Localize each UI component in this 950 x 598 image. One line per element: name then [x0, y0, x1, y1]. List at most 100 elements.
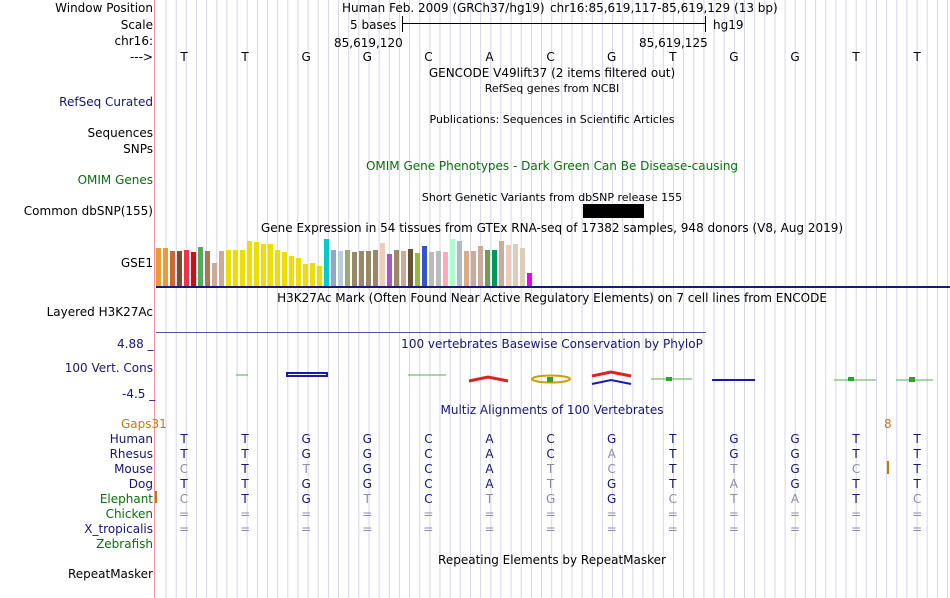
- gtex-bar-5[interactable]: [184, 249, 189, 286]
- species-label-dog[interactable]: Dog: [128, 477, 153, 491]
- repeat-track-label[interactable]: RepeatMasker: [67, 567, 153, 581]
- gtex-bar-48[interactable]: [485, 249, 490, 286]
- pubs-track-title[interactable]: Publications: Sequences in Scientific Ar…: [429, 113, 675, 126]
- species-label-rhesus[interactable]: Rhesus: [109, 447, 153, 461]
- gtex-bar-17[interactable]: [268, 243, 273, 286]
- gtex-bar-38[interactable]: [415, 253, 420, 286]
- cons-track-label[interactable]: 100 Vert. Cons: [64, 361, 153, 375]
- gtex-bar-12[interactable]: [233, 249, 238, 286]
- h3k27-track-label[interactable]: Layered H3K27Ac: [46, 305, 153, 319]
- refseq-track-label[interactable]: RefSeq Curated: [59, 95, 153, 109]
- gtex-bar-18[interactable]: [275, 249, 280, 286]
- gtex-bar-44[interactable]: [457, 240, 462, 286]
- gencode-track-title[interactable]: GENCODE V49lift37 (2 items filtered out): [428, 66, 676, 80]
- align-base: =: [912, 507, 923, 521]
- gtex-bar-24[interactable]: [317, 265, 322, 286]
- align-base: =: [484, 507, 495, 521]
- snps-track-label[interactable]: SNPs: [123, 142, 153, 156]
- species-label-human[interactable]: Human: [109, 432, 153, 446]
- gtex-bar-54[interactable]: [527, 272, 532, 286]
- gtex-bar-10[interactable]: [219, 251, 224, 286]
- gtex-bar-14[interactable]: [247, 240, 252, 286]
- gtex-bar-34[interactable]: [387, 254, 392, 286]
- gtex-bar-31[interactable]: [366, 250, 371, 286]
- snp-feature[interactable]: [583, 204, 644, 218]
- gse-track-label[interactable]: GSE1: [120, 256, 153, 270]
- gtex-bar-8[interactable]: [205, 251, 210, 286]
- align-base: C: [912, 492, 922, 506]
- gtex-bar-13[interactable]: [240, 249, 245, 286]
- gtex-bar-43[interactable]: [450, 239, 455, 286]
- species-label-elephant[interactable]: Elephant: [99, 492, 153, 506]
- species-label-chicken[interactable]: Chicken: [105, 507, 153, 521]
- cons-max-value: 4.88 _: [117, 337, 154, 351]
- gtex-bar-53[interactable]: [520, 247, 525, 286]
- gtex-bar-37[interactable]: [408, 248, 413, 286]
- coord-left: 85,619,120: [334, 36, 403, 50]
- logo-mark-10: [666, 377, 672, 381]
- gtex-bar-39[interactable]: [422, 245, 427, 286]
- gtex-bar-26[interactable]: [331, 249, 336, 286]
- gtex-bar-51[interactable]: [506, 244, 511, 286]
- refseq-track-title[interactable]: RefSeq genes from NCBI: [484, 82, 620, 95]
- align-base: C: [424, 432, 433, 446]
- species-label-mouse[interactable]: Mouse: [114, 462, 153, 476]
- omim-track-title[interactable]: OMIM Gene Phenotypes - Dark Green Can Be…: [365, 159, 739, 173]
- sequences-track-label[interactable]: Sequences: [87, 126, 153, 140]
- gtex-bar-35[interactable]: [394, 249, 399, 286]
- gtex-bar-40[interactable]: [429, 252, 434, 286]
- gtex-bar-50[interactable]: [499, 240, 504, 286]
- gtex-bar-16[interactable]: [261, 243, 266, 286]
- gtex-bar-23[interactable]: [310, 263, 315, 286]
- gtex-bar-21[interactable]: [296, 258, 301, 286]
- gtex-bar-46[interactable]: [471, 251, 476, 286]
- gtex-bar-36[interactable]: [401, 251, 406, 286]
- gtex-bar-29[interactable]: [352, 252, 357, 286]
- dbsnp-track-title[interactable]: Short Genetic Variants from dbSNP releas…: [421, 191, 683, 204]
- gtex-bar-45[interactable]: [464, 251, 469, 286]
- species-label-zebrafish[interactable]: Zebrafish: [96, 537, 153, 551]
- align-base: G: [362, 432, 372, 446]
- gtex-bar-6[interactable]: [191, 252, 196, 286]
- gtex-bar-11[interactable]: [226, 249, 231, 286]
- align-base: T: [852, 447, 860, 461]
- align-base: G: [301, 447, 311, 461]
- gtex-bar-chart[interactable]: [156, 238, 536, 286]
- repeat-track-title[interactable]: Repeating Elements by RepeatMasker: [438, 553, 666, 567]
- gtex-bar-33[interactable]: [380, 242, 385, 286]
- gtex-bar-52[interactable]: [513, 243, 518, 286]
- dbsnp-track-label[interactable]: Common dbSNP(155): [23, 204, 153, 218]
- coord-right: 85,619,125: [639, 36, 708, 50]
- gtex-bar-7[interactable]: [198, 246, 203, 286]
- gtex-bar-42[interactable]: [443, 252, 448, 286]
- gtex-bar-49[interactable]: [492, 249, 497, 286]
- gtex-bar-41[interactable]: [436, 250, 441, 286]
- gtex-bar-2[interactable]: [163, 247, 168, 286]
- gtex-bar-20[interactable]: [289, 256, 294, 286]
- gtex-bar-15[interactable]: [254, 241, 259, 286]
- gtex-bar-27[interactable]: [338, 250, 343, 286]
- gtex-bar-4[interactable]: [177, 251, 182, 286]
- base-2: T: [241, 50, 249, 64]
- omim-track-label[interactable]: OMIM Genes: [77, 173, 153, 187]
- gtex-bar-19[interactable]: [282, 252, 287, 286]
- logo-mark-8: [591, 378, 632, 385]
- gtex-bar-30[interactable]: [359, 250, 364, 286]
- phylop-logos[interactable]: [156, 366, 950, 388]
- gtex-bar-1[interactable]: [156, 247, 161, 286]
- phylop-track-title[interactable]: 100 vertebrates Basewise Conservation by…: [401, 337, 703, 351]
- gtex-bar-3[interactable]: [170, 251, 175, 286]
- species-label-x_tropicalis[interactable]: X_tropicalis: [84, 522, 153, 536]
- h3k27-track-title[interactable]: H3K27Ac Mark (Often Found Near Active Re…: [277, 291, 827, 305]
- gtex-track-title[interactable]: Gene Expression in 54 tissues from GTEx …: [260, 221, 844, 235]
- base-5: C: [424, 50, 433, 64]
- gtex-bar-25[interactable]: [324, 239, 329, 286]
- gtex-bar-9[interactable]: [212, 263, 217, 286]
- align-base: =: [789, 507, 801, 521]
- gtex-bar-28[interactable]: [345, 249, 350, 286]
- gtex-bar-32[interactable]: [373, 249, 378, 286]
- multiz-track-title[interactable]: Multiz Alignments of 100 Vertebrates: [440, 403, 664, 417]
- gtex-bar-47[interactable]: [478, 245, 483, 286]
- gtex-bar-22[interactable]: [303, 263, 308, 286]
- gaps-label[interactable]: Gaps31: [121, 417, 167, 431]
